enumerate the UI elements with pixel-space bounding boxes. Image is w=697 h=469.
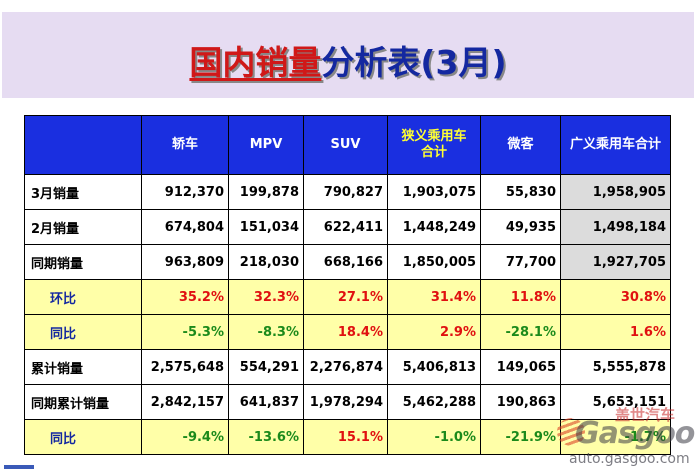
table-cell: 18.4% [303,314,388,350]
row-label: 同比 [24,314,142,350]
table-cell: 1,927,705 [560,244,671,280]
table-cell: 218,030 [228,244,304,280]
table-cell: 2,575,648 [141,349,229,385]
table-cell: -1.0% [387,419,481,455]
column-header: SUV [303,115,388,175]
table-header-row: 轿车 MPV SUV 狭义乘用车 合计 微客 广义乘用车合计 [24,115,671,175]
row-label: 3月销量 [24,174,142,210]
table-cell: 11.8% [480,279,561,315]
table-body: 3月销量 912,370 199,878 790,827 1,903,075 55,830… [24,174,671,455]
column-header-label: MPV [249,137,283,152]
column-header: 轿车 [141,115,229,175]
table-cell: -13.6% [228,419,304,455]
table-cell: 2,842,157 [141,384,229,420]
column-header-label: 微客 [507,137,534,152]
column-header: 狭义乘用车 合计 [387,115,481,175]
table-cell: 5,462,288 [387,384,481,420]
title-part-1: 国内销量 [189,43,322,82]
table-cell: -5.3% [141,314,229,350]
row-label: 2月销量 [24,209,142,245]
table-row: 累计销量 2,575,648 554,291 2,276,874 5,406,813 14… [24,349,671,385]
table-cell: 77,700 [480,244,561,280]
table-cell: 1,978,294 [303,384,388,420]
table-cell: 1,958,905 [560,174,671,210]
table-cell: 55,830 [480,174,561,210]
table-row: 同期销量 963,809 218,030 668,166 1,850,005 77,700… [24,244,671,280]
table-cell: 1,903,075 [387,174,481,210]
slide-corner-mark [4,465,34,469]
table-row: 同比 -5.3% -8.3% 18.4% 2.9% -28.1% 1.6% [24,314,671,350]
column-header-label: 广义乘用车合计 [569,137,661,152]
table-cell: -21.9% [480,419,561,455]
table-row: 3月销量 912,370 199,878 790,827 1,903,075 55,830… [24,174,671,210]
table-cell: 1.6% [560,314,671,350]
table-cell: 1,448,249 [387,209,481,245]
row-label: 环比 [24,279,142,315]
table-row: 同期累计销量 2,842,157 641,837 1,978,294 5,462,288… [24,384,671,420]
table-cell: 5,653,151 [560,384,671,420]
table-row: 环比 35.2% 32.3% 27.1% 31.4% 11.8% 30.8% [24,279,671,315]
table-cell: 27.1% [303,279,388,315]
row-label: 同期累计销量 [24,384,142,420]
table-cell: 674,804 [141,209,229,245]
page-title: 国内销量分析表(3月) [2,36,694,84]
table-cell: -1.7% [560,419,671,455]
table-cell: 35.2% [141,279,229,315]
table-cell: 622,411 [303,209,388,245]
column-header: MPV [228,115,304,175]
table-row: 同比 -9.4% -13.6% 15.1% -1.0% -21.9% -1.7% [24,419,671,455]
table-cell: 149,065 [480,349,561,385]
table-cell: 554,291 [228,349,304,385]
header-corner [24,115,142,175]
column-header: 微客 [480,115,561,175]
row-label: 同比 [24,419,142,455]
table-row: 2月销量 674,804 151,034 622,411 1,448,249 49,935… [24,209,671,245]
column-header-label: SUV [330,137,361,152]
table-cell: 190,863 [480,384,561,420]
table-cell: 641,837 [228,384,304,420]
row-label: 同期销量 [24,244,142,280]
title-part-2: 分析表(3月) [321,43,507,82]
table-cell: 790,827 [303,174,388,210]
column-header-label: 轿车 [171,137,198,152]
table-cell: 5,555,878 [560,349,671,385]
table-cell: 1,850,005 [387,244,481,280]
table-cell: -9.4% [141,419,229,455]
table-cell: 2,276,874 [303,349,388,385]
table-cell: -8.3% [228,314,304,350]
table-cell: 1,498,184 [560,209,671,245]
table-cell: 199,878 [228,174,304,210]
table-cell: 49,935 [480,209,561,245]
table-cell: -28.1% [480,314,561,350]
table-cell: 31.4% [387,279,481,315]
table-cell: 151,034 [228,209,304,245]
table-cell: 668,166 [303,244,388,280]
table-cell: 30.8% [560,279,671,315]
table-cell: 15.1% [303,419,388,455]
column-header-label: 合计 [420,145,447,160]
table-cell: 32.3% [228,279,304,315]
table-cell: 963,809 [141,244,229,280]
column-header: 广义乘用车合计 [560,115,671,175]
sales-analysis-table: 轿车 MPV SUV 狭义乘用车 合计 微客 广义乘用车合计 3月销量 912,37… [24,115,671,455]
column-header-label: 狭义乘用车 [401,129,467,144]
table-cell: 2.9% [387,314,481,350]
table-cell: 5,406,813 [387,349,481,385]
row-label: 累计销量 [24,349,142,385]
title-banner: 国内销量分析表(3月) [2,12,694,98]
table-cell: 912,370 [141,174,229,210]
